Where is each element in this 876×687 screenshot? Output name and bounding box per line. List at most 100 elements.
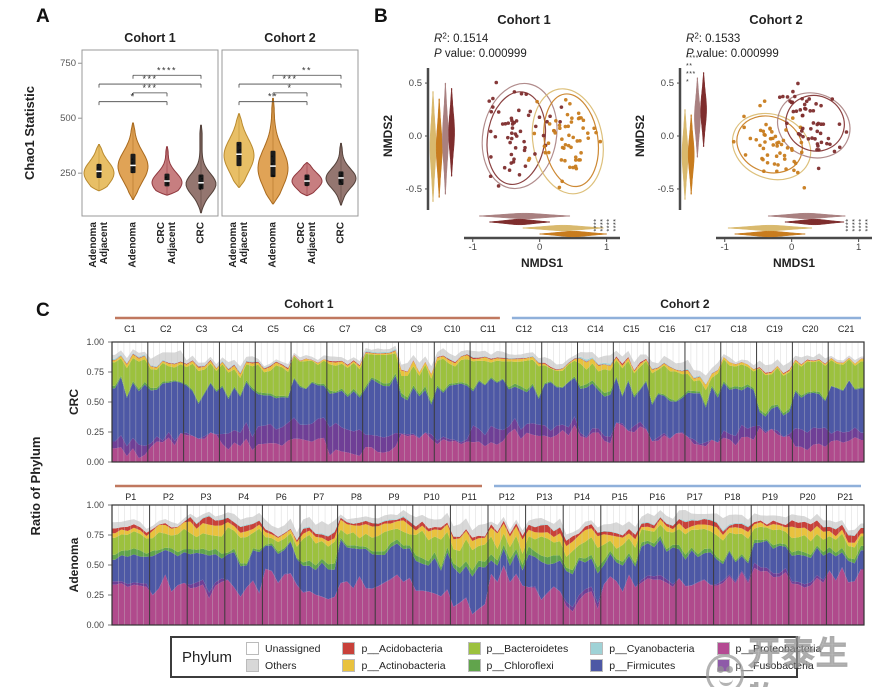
svg-text:0.0: 0.0: [661, 131, 674, 142]
svg-text:P18: P18: [724, 492, 740, 502]
svg-text:C18: C18: [730, 324, 747, 334]
svg-text:C10: C10: [444, 324, 461, 334]
svg-text:****: ****: [686, 55, 699, 62]
legend-entry-p-actinobacteria: p__Actinobacteria: [342, 659, 446, 672]
legend-swatch: [590, 642, 604, 655]
svg-text:****: ****: [600, 219, 607, 232]
svg-text:**: **: [302, 65, 312, 75]
svg-text:P12: P12: [499, 492, 515, 502]
legend-label: p__Cyanobacteria: [609, 642, 695, 655]
legend-entry-p-acidobacteria: p__Acidobacteria: [342, 642, 445, 655]
legend-swatch: [467, 659, 481, 672]
legend-swatch: [590, 659, 604, 672]
legend-swatch: [246, 659, 260, 672]
svg-text:****: ****: [859, 219, 866, 232]
svg-text:Adenoma: Adenoma: [128, 222, 139, 268]
legend-entry-p-fusobacteria: p__Fusobacteria: [716, 659, 822, 672]
svg-text:500: 500: [60, 113, 76, 124]
panel-b-nmds-cohort1: Cohort 1 R2: 0.1514 P value: 0.000999 0.5 0.…: [381, 12, 620, 270]
svg-text:Cohort 2: Cohort 2: [749, 12, 802, 27]
legend-swatch: [342, 642, 356, 655]
svg-text:0.00: 0.00: [86, 457, 104, 467]
svg-text:*: *: [686, 79, 689, 86]
svg-text:R2: 0.1533: R2: 0.1533: [686, 32, 740, 46]
svg-text:Adenoma: Adenoma: [228, 222, 239, 268]
svg-text:0: 0: [537, 242, 542, 253]
svg-text:Adenoma: Adenoma: [67, 537, 81, 592]
legend-label: Others: [265, 659, 297, 672]
svg-text:1: 1: [856, 242, 861, 253]
svg-text:Cohort 1: Cohort 1: [497, 12, 550, 27]
svg-text:P17: P17: [687, 492, 703, 502]
svg-text:0.50: 0.50: [86, 560, 104, 570]
svg-text:***: ***: [686, 71, 696, 78]
svg-text:*: *: [130, 92, 135, 102]
svg-text:P21: P21: [837, 492, 853, 502]
svg-text:0.75: 0.75: [86, 530, 104, 540]
svg-text:*: *: [287, 83, 292, 93]
svg-text:Adenoma: Adenoma: [268, 222, 279, 268]
svg-text:C11: C11: [480, 324, 496, 334]
svg-text:Cohort 2: Cohort 2: [660, 297, 710, 311]
svg-text:P3: P3: [200, 492, 211, 502]
svg-text:R2: 0.1514: R2: 0.1514: [434, 32, 489, 46]
panel-c-label: C: [36, 300, 50, 321]
legend-swatch: [246, 642, 260, 655]
legend-label: p__Firmicutes: [609, 659, 676, 672]
svg-text:P6: P6: [276, 492, 287, 502]
area-p__Proteobacteria: [112, 422, 864, 462]
svg-text:C9: C9: [411, 324, 423, 334]
svg-text:C17: C17: [695, 324, 712, 334]
legend-swatch: [342, 659, 356, 672]
svg-text:0.5: 0.5: [661, 78, 674, 89]
svg-text:1: 1: [604, 242, 609, 253]
svg-text:C19: C19: [766, 324, 783, 334]
svg-text:CRC: CRC: [196, 222, 207, 244]
legend-entry-others: Others: [246, 659, 320, 672]
svg-text:****: ****: [852, 219, 859, 232]
svg-text:0.50: 0.50: [86, 397, 104, 407]
svg-text:P20: P20: [800, 492, 816, 502]
svg-text:P11: P11: [462, 492, 477, 502]
legend-swatch: [716, 642, 730, 655]
area-p__Chloroflexi: [112, 373, 864, 417]
svg-text:Cohort 1: Cohort 1: [124, 31, 175, 45]
legend-label: p__Actinobacteria: [361, 659, 446, 672]
svg-text:P15: P15: [612, 492, 628, 502]
svg-text:CRC: CRC: [67, 389, 81, 415]
svg-text:1.00: 1.00: [86, 337, 104, 347]
legend-entries: Unassigned p__Acidobacteria p__Bacteroidet…: [246, 641, 821, 674]
svg-text:C3: C3: [196, 324, 208, 334]
legend-label: p__Acidobacteria: [361, 642, 443, 655]
svg-text:250: 250: [60, 168, 76, 179]
svg-text:Adjacent: Adjacent: [99, 221, 110, 264]
svg-text:P2: P2: [163, 492, 174, 502]
svg-text:C16: C16: [659, 324, 676, 334]
legend-label: Unassigned: [265, 642, 321, 655]
svg-text:CRC: CRC: [296, 222, 307, 244]
svg-text:NMDS2: NMDS2: [381, 115, 395, 157]
svg-text:0.25: 0.25: [86, 590, 104, 600]
svg-text:P14: P14: [574, 492, 590, 502]
svg-text:****: ****: [157, 65, 177, 75]
svg-text:****: ****: [613, 219, 620, 232]
svg-text:Adjacent: Adjacent: [307, 221, 318, 264]
svg-text:C2: C2: [160, 324, 172, 334]
svg-text:P16: P16: [649, 492, 665, 502]
svg-text:P9: P9: [388, 492, 399, 502]
svg-text:0.0: 0.0: [409, 131, 422, 142]
svg-text:C6: C6: [303, 324, 315, 334]
svg-text:****: ****: [607, 219, 614, 232]
svg-text:****: ****: [865, 219, 872, 232]
svg-text:C8: C8: [375, 324, 387, 334]
area-Unassigned: [112, 342, 864, 376]
legend-swatch: [467, 642, 481, 655]
svg-text:C21: C21: [838, 324, 855, 334]
svg-text:****: ****: [594, 219, 601, 232]
svg-text:C7: C7: [339, 324, 351, 334]
svg-text:-0.5: -0.5: [658, 184, 674, 195]
svg-text:C12: C12: [516, 324, 533, 334]
svg-text:Ratio of Phylum: Ratio of Phylum: [28, 437, 43, 536]
svg-text:***: ***: [142, 74, 157, 84]
